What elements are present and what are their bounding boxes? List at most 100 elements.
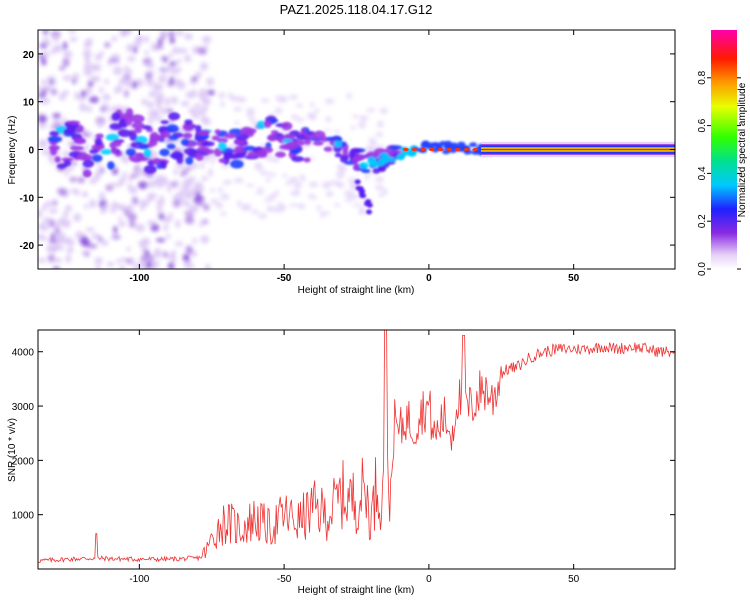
spectrogram-noise-cell [132,169,142,175]
spectrogram-noise-cell [43,85,53,91]
spectrogram-noise-cell [259,170,269,176]
spectrogram-noise-cell [377,120,384,128]
spectrogram-noise-cell [185,254,190,261]
spectrogram-noise-cell [63,150,70,159]
spectrogram-y-tick-label: 20 [23,50,35,61]
spectrogram-noise-cell [306,112,317,119]
spectrogram-noise-cell [62,41,68,51]
spectrogram-noise-cell [48,208,58,214]
spectrogram-energy-cell [160,160,167,170]
spectrogram-noise-cell [191,251,198,257]
spectrogram-noise-cell [131,196,139,205]
spectrogram-noise-cell [85,38,93,43]
spectrogram-noise-cell [140,254,148,262]
spectrogram-noise-cell [104,42,111,48]
spectrogram-noise-cell [152,82,159,92]
spectrogram-noise-cell [126,43,135,53]
spectrogram-noise-cell [367,138,376,142]
spectrogram-energy-cell [428,142,437,148]
spectrogram-energy-cell [107,161,115,170]
spectrogram-peak [420,148,427,151]
spectrogram-noise-cell [58,92,66,101]
spectrogram-noise-cell [185,91,195,99]
spectrogram-energy-cell [214,129,221,135]
spectrogram-noise-cell [156,205,163,212]
spectrogram-noise-cell [192,238,198,244]
spectrogram-noise-cell [199,163,205,169]
spectrogram-noise-cell [78,103,87,112]
spectrogram-noise-cell [176,81,186,90]
spectrogram-noise-cell [127,177,133,182]
spectrogram-noise-cell [346,92,352,100]
spectrogram-noise-cell [140,98,149,105]
spectrogram-noise-cell [376,145,385,150]
spectrogram-energy-cell [161,130,171,138]
spectrogram-energy-cell [180,138,190,146]
spectrogram-noise-cell [128,186,138,194]
spectrogram-noise-cell [58,239,67,244]
spectrogram-energy-cell [366,209,373,215]
spectrogram-noise-cell [344,198,352,202]
spectrogram-noise-cell [199,49,207,55]
spectrogram-noise-cell [255,190,265,195]
snr-x-tick-label: 50 [568,574,580,585]
spectrogram-noise-cell [185,245,193,255]
spectrogram-noise-cell [81,191,89,198]
colorbar-tick-label: 0.2 [697,214,708,228]
spectrogram-noise-cell [122,171,128,178]
spectrogram-energy-cell [130,114,145,123]
spectrogram-noise-cell [54,227,59,235]
spectrogram-noise-cell [39,98,50,105]
snr-series-line [38,330,675,564]
spectrogram-energy-cell [358,190,365,196]
spectrogram-energy-cell [185,156,194,165]
spectrogram-y-axis-label: Frequency (Hz) [7,116,18,185]
spectrogram-energy-cell [109,123,123,130]
spectrogram-noise-cell [166,108,173,113]
spectrogram-noise-cell [38,257,47,263]
spectrogram-noise-cell [50,232,55,241]
spectrogram-noise-cell [169,76,174,86]
spectrogram-noise-cell [52,113,61,119]
spectrogram-noise-cell [126,246,131,252]
spectrogram-noise-cell [145,78,154,87]
spectrogram-energy-cell [166,143,176,150]
snr-x-tick-label: -100 [129,574,149,585]
spectrogram-noise-cell [169,36,175,44]
spectrogram-energy-cell [420,143,429,149]
spectrogram-energy-cell [160,120,169,125]
spectrogram-ridge [48,108,491,215]
spectrogram-noise-cell [101,239,109,247]
spectrogram-noise-cell [64,205,73,212]
spectrogram-noise-cell [72,72,80,82]
colorbar-label: Normalized spectral amplitude [737,82,748,217]
spectrogram-noise-cell [168,52,173,60]
spectrogram-noise-cell [364,174,370,181]
spectrogram-noise-cell [81,89,86,98]
spectrogram-energy-cell [134,153,145,162]
spectrogram-noise-cell [147,196,153,203]
snr-plot-area [38,330,675,569]
spectrogram-energy-cell [110,146,118,155]
spectrogram-noise-cell [201,35,212,44]
spectrogram-energy-cell [371,162,380,168]
spectrogram-energy-cell [235,134,249,141]
spectrogram-noise-cell [153,178,161,185]
spectrogram-energy-cell [387,157,396,163]
spectrogram-noise-cell [102,93,111,101]
spectrogram-energy-cell [243,145,256,151]
spectrogram-energy-cell [117,129,132,138]
spectrogram-energy-cell [211,135,220,141]
spectrogram-noise-cell [358,207,365,213]
spectrogram-noise-cell [181,182,191,188]
spectrogram-noise-cell [260,98,270,103]
spectrogram-noise-cell [124,89,129,98]
spectrogram-energy-cell [137,144,150,150]
spectrogram-noise-cell [196,201,205,207]
spectrogram-energy-cell [245,127,257,135]
spectrogram-noise-cell [92,64,98,72]
spectrogram-noise-cell [140,237,151,247]
spectrogram-energy-cell [469,142,478,148]
spectrogram-noise-cell [182,200,190,208]
spectrogram-noise-cell [245,183,255,188]
